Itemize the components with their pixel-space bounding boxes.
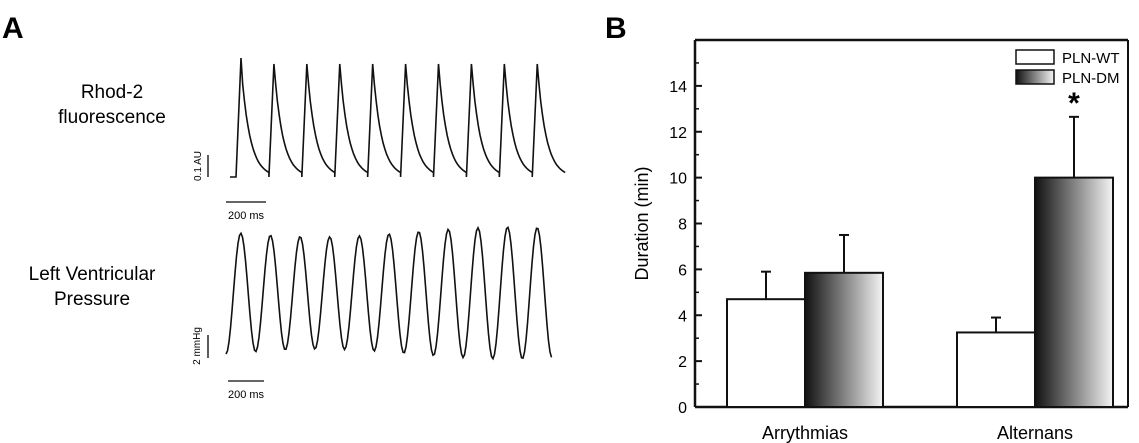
trace-1-name-line-1: Rhod-2	[81, 82, 143, 103]
legend-label: PLN-DM	[1062, 70, 1120, 87]
chart-bars	[726, 115, 1114, 409]
y-tick-label: 4	[678, 308, 687, 325]
bar-pln-dm-arrythmias	[804, 271, 884, 408]
rhod2-fluorescence-trace	[230, 57, 566, 178]
trace-2-x-scale-label: 200 ms	[228, 389, 265, 401]
y-tick-label: 8	[678, 217, 687, 234]
bar-pln-wt-arrythmias	[726, 298, 806, 409]
panel-a-label: A	[2, 12, 24, 45]
left-ventricular-pressure-trace	[225, 225, 553, 361]
panel-b-label: B	[605, 12, 627, 45]
trace-1-name-line-2: fluorescence	[58, 107, 166, 128]
trace-2-name-line-1: Left Ventricular	[29, 264, 156, 285]
chart-axes: 0 2 4 6 8 10 12 14 Arrythmias Alternans	[669, 38, 1129, 443]
x-tick-label: Arrythmias	[762, 423, 848, 443]
y-tick-label: 0	[678, 400, 687, 417]
legend-label: PLN-WT	[1062, 50, 1120, 67]
trace-2-y-scale-label: 2 mmHg	[192, 327, 203, 365]
y-tick-label: 6	[678, 262, 687, 279]
bar-pln-dm-alternans	[1034, 176, 1114, 408]
x-tick-label: Alternans	[997, 423, 1073, 443]
y-tick-label: 12	[669, 125, 687, 142]
y-tick-label: 14	[669, 79, 687, 96]
legend-swatch	[1015, 49, 1055, 65]
y-tick-label: 2	[678, 354, 687, 371]
trace-2-name-line-2: Pressure	[54, 289, 130, 310]
trace-1-y-scale-label: 0.1 AU	[193, 151, 204, 181]
bar-pln-wt-alternans	[956, 331, 1036, 408]
chart-legend: PLN-WT PLN-DM	[1015, 49, 1120, 87]
trace-1-x-scale-label: 200 ms	[228, 210, 265, 222]
legend-swatch	[1015, 69, 1055, 85]
y-axis-title: Duration (min)	[632, 166, 652, 280]
significance-asterisk: *	[1068, 87, 1080, 120]
y-tick-label: 10	[669, 171, 687, 188]
